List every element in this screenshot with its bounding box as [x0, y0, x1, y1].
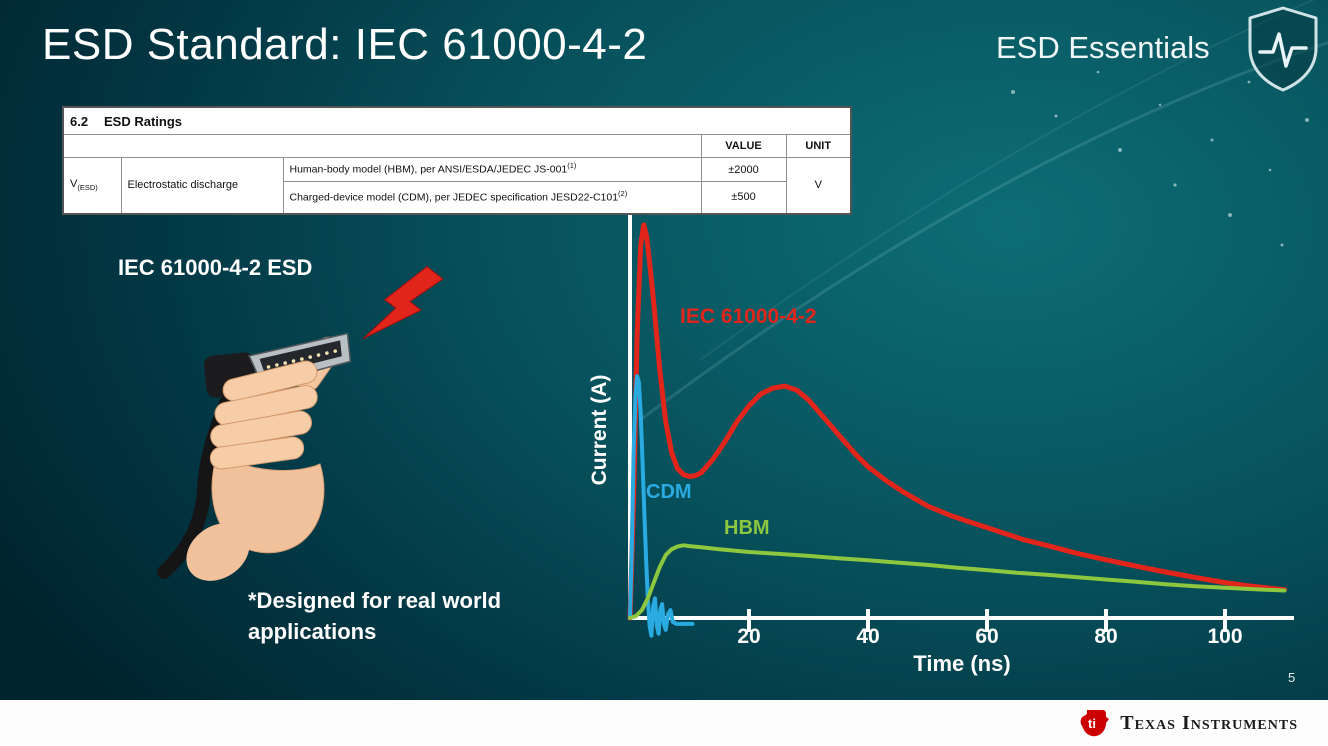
col-header-unit: UNIT [785, 134, 852, 158]
row-value: ±2000 [700, 157, 787, 182]
lightning-bolt-icon [362, 265, 444, 340]
footer-brand-text: Texas Instruments [1120, 711, 1298, 734]
footnote-line2: applications [248, 619, 377, 644]
param-symbol: V(ESD) [62, 157, 122, 214]
table-row: Charged-device model (CDM), per JEDEC sp… [63, 181, 851, 214]
col-header-value: VALUE [700, 134, 787, 158]
table-row: V(ESD) Electrostatic discharge Human-bod… [62, 157, 852, 214]
x-tick-label: 20 [737, 625, 761, 648]
chart-canvas [627, 215, 1294, 638]
curve-label-cdm: CDM [646, 481, 692, 503]
esd-ratings-table: 6.2 ESD Ratings VALUE UNIT V(ESD) Electro… [62, 106, 852, 215]
unit-value: V [785, 157, 852, 214]
row-value: ±500 [700, 181, 787, 214]
footnote-line1: *Designed for real world [248, 588, 502, 613]
x-tick-label: 80 [1094, 625, 1118, 648]
footer-bar: ti Texas Instruments [0, 700, 1328, 746]
curve-label-hbm: HBM [724, 517, 770, 539]
esd-waveform-chart: Current (A) Time (ns) IEC 61000-4-2 CDM … [560, 205, 1305, 676]
series-title: ESD Essentials [996, 30, 1210, 65]
curve-label-iec: IEC 61000-4-2 [680, 305, 817, 328]
illustration-label: IEC 61000-4-2 ESD [118, 255, 313, 280]
row-description: Charged-device model (CDM), per JEDEC sp… [282, 181, 702, 214]
row-description: Human-body model (HBM), per ANSI/ESDA/JE… [282, 157, 702, 182]
fingers [209, 360, 318, 470]
param-name: Electrostatic discharge [120, 157, 284, 214]
hand-hdmi-illustration [157, 265, 444, 581]
x-tick-label: 100 [1207, 625, 1243, 648]
x-axis-label: Time (ns) [913, 651, 1011, 676]
section-number: 6.2 [70, 113, 89, 129]
table-header-row: VALUE UNIT [62, 134, 852, 158]
slide-title: ESD Standard: IEC 61000-4-2 [42, 20, 648, 69]
svg-text:ti: ti [1088, 716, 1096, 731]
table-section-row: 6.2 ESD Ratings [62, 106, 852, 135]
y-axis-label: Current (A) [588, 374, 611, 486]
x-tick-label: 40 [856, 625, 880, 648]
section-title: ESD Ratings [104, 113, 183, 129]
x-tick-label: 60 [975, 625, 999, 648]
page-number: 5 [1288, 670, 1296, 685]
shield-icon [1248, 6, 1318, 92]
ti-logo: ti [1080, 710, 1110, 737]
footnote: *Designed for real world applications [248, 585, 501, 647]
